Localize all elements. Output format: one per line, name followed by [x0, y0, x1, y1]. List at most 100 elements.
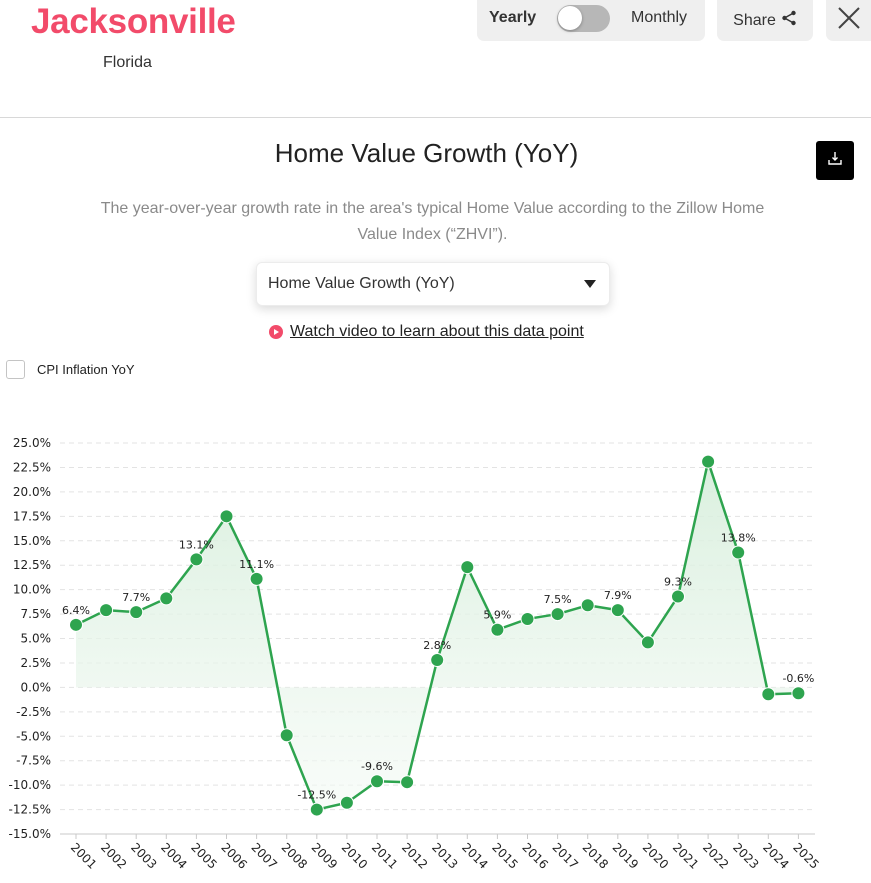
x-tick-label: 2003 — [128, 840, 159, 871]
x-tick-label: 2012 — [399, 840, 430, 871]
share-button[interactable]: Share — [717, 0, 813, 41]
data-point[interactable] — [69, 617, 83, 632]
dropdown-selected-value: Home Value Growth (YoY) — [268, 275, 455, 292]
data-point[interactable] — [249, 571, 264, 586]
y-tick-label: -12.5% — [9, 803, 51, 817]
watch-video-label: Watch video to learn about this data poi… — [290, 323, 584, 340]
period-toggle-group: Yearly Monthly — [477, 0, 705, 41]
y-tick-label: 0.0% — [21, 680, 52, 694]
data-label: -12.5% — [297, 789, 336, 802]
x-tick-label: 2016 — [519, 840, 550, 871]
data-point[interactable] — [99, 603, 114, 618]
data-point[interactable] — [339, 795, 354, 810]
y-tick-label: 12.5% — [13, 558, 51, 572]
play-circle-icon — [269, 325, 283, 339]
data-label: 9.3% — [664, 575, 692, 588]
x-tick-label: 2001 — [68, 840, 99, 871]
share-label: Share — [733, 11, 776, 29]
state-subtitle: Florida — [103, 54, 152, 71]
data-point[interactable] — [490, 622, 505, 637]
x-tick-label: 2023 — [730, 840, 761, 871]
x-tick-label: 2010 — [339, 840, 370, 871]
y-tick-label: -5.0% — [16, 729, 51, 743]
period-toggle-switch[interactable] — [557, 5, 610, 32]
x-tick-label: 2020 — [640, 840, 671, 871]
data-point[interactable] — [189, 552, 204, 567]
x-tick-label: 2015 — [489, 840, 520, 871]
data-point[interactable] — [580, 598, 595, 613]
cpi-checkbox[interactable] — [6, 360, 25, 379]
close-icon — [837, 6, 861, 35]
data-point[interactable] — [159, 591, 174, 606]
x-tick-label: 2014 — [459, 840, 490, 871]
data-label: 13.8% — [721, 531, 756, 544]
x-tick-label: 2005 — [188, 840, 219, 871]
download-button[interactable] — [816, 141, 854, 180]
data-label: 5.9% — [483, 609, 511, 622]
data-label: 13.1% — [179, 538, 214, 551]
data-label: 2.8% — [423, 639, 451, 652]
close-button[interactable] — [826, 0, 871, 41]
x-tick-label: 2017 — [549, 840, 580, 871]
data-label: 7.5% — [544, 593, 572, 606]
data-label: 6.4% — [62, 604, 90, 617]
data-point[interactable] — [550, 607, 565, 622]
home-value-growth-chart: 25.0% 22.5% 20.0% 17.5% 15.0% 12.5% 10.0% 7.5% 5… — [0, 425, 871, 883]
data-point[interactable] — [701, 454, 716, 469]
y-tick-label: -10.0% — [9, 778, 51, 792]
data-point[interactable] — [520, 611, 535, 626]
y-tick-label: 17.5% — [13, 509, 51, 523]
data-point[interactable] — [731, 545, 746, 560]
data-label: 7.7% — [122, 591, 150, 604]
line-chart-svg: 25.0% 22.5% 20.0% 17.5% 15.0% 12.5% 10.0% 7.5% 5… — [9, 436, 822, 872]
data-point[interactable] — [671, 589, 685, 604]
toggle-knob — [558, 6, 582, 30]
x-tick-label: 2006 — [218, 840, 249, 871]
data-point[interactable] — [370, 774, 384, 789]
data-point[interactable] — [791, 686, 806, 701]
data-point[interactable] — [640, 635, 655, 650]
data-point[interactable] — [309, 802, 324, 817]
data-point[interactable] — [761, 687, 776, 702]
x-tick-label: 2018 — [580, 840, 611, 871]
x-tick-label: 2007 — [248, 840, 279, 871]
data-label: 11.1% — [239, 558, 274, 571]
city-title: Jacksonville — [31, 2, 236, 41]
y-tick-label: 10.0% — [13, 583, 51, 597]
x-tick-label: 2013 — [429, 840, 460, 871]
area-fill — [76, 461, 799, 810]
data-point[interactable] — [610, 603, 625, 618]
data-label: -0.6% — [782, 672, 814, 685]
watch-video-link[interactable]: Watch video to learn about this data poi… — [269, 323, 584, 341]
x-tick-label: 2021 — [670, 840, 701, 871]
cpi-checkbox-label: CPI Inflation YoY — [37, 362, 135, 377]
download-icon — [828, 151, 842, 170]
metric-dropdown[interactable]: Home Value Growth (YoY) — [256, 262, 610, 306]
chart-description: The year-over-year growth rate in the ar… — [100, 200, 765, 243]
x-tick-label: 2011 — [369, 840, 400, 871]
y-tick-label: -7.5% — [16, 754, 51, 768]
y-tick-label: -15.0% — [9, 827, 51, 841]
x-tick-label: 2024 — [760, 840, 791, 871]
toggle-monthly-label[interactable]: Monthly — [631, 9, 688, 26]
data-point[interactable] — [400, 775, 415, 790]
data-point[interactable] — [129, 605, 144, 620]
x-tick-label: 2008 — [279, 840, 310, 871]
toggle-yearly-label[interactable]: Yearly — [489, 9, 537, 26]
y-tick-label: 22.5% — [13, 460, 51, 474]
chart-title: Home Value Growth (YoY) — [274, 138, 579, 168]
y-tick-label: 2.5% — [21, 656, 52, 670]
cpi-inflation-toggle[interactable]: CPI Inflation YoY — [6, 360, 135, 379]
data-point[interactable] — [460, 560, 475, 575]
y-tick-label: 20.0% — [13, 485, 51, 499]
x-tick-label: 2022 — [700, 840, 731, 871]
y-tick-label: 25.0% — [13, 436, 51, 450]
data-label: -9.6% — [361, 760, 393, 773]
x-tick-label: 2019 — [610, 840, 641, 871]
y-tick-label: 5.0% — [21, 632, 52, 646]
x-tick-label: 2002 — [98, 840, 129, 871]
data-point[interactable] — [279, 728, 294, 743]
x-tick-label: 2009 — [309, 840, 340, 871]
data-point[interactable] — [219, 509, 234, 524]
data-point[interactable] — [430, 653, 445, 668]
